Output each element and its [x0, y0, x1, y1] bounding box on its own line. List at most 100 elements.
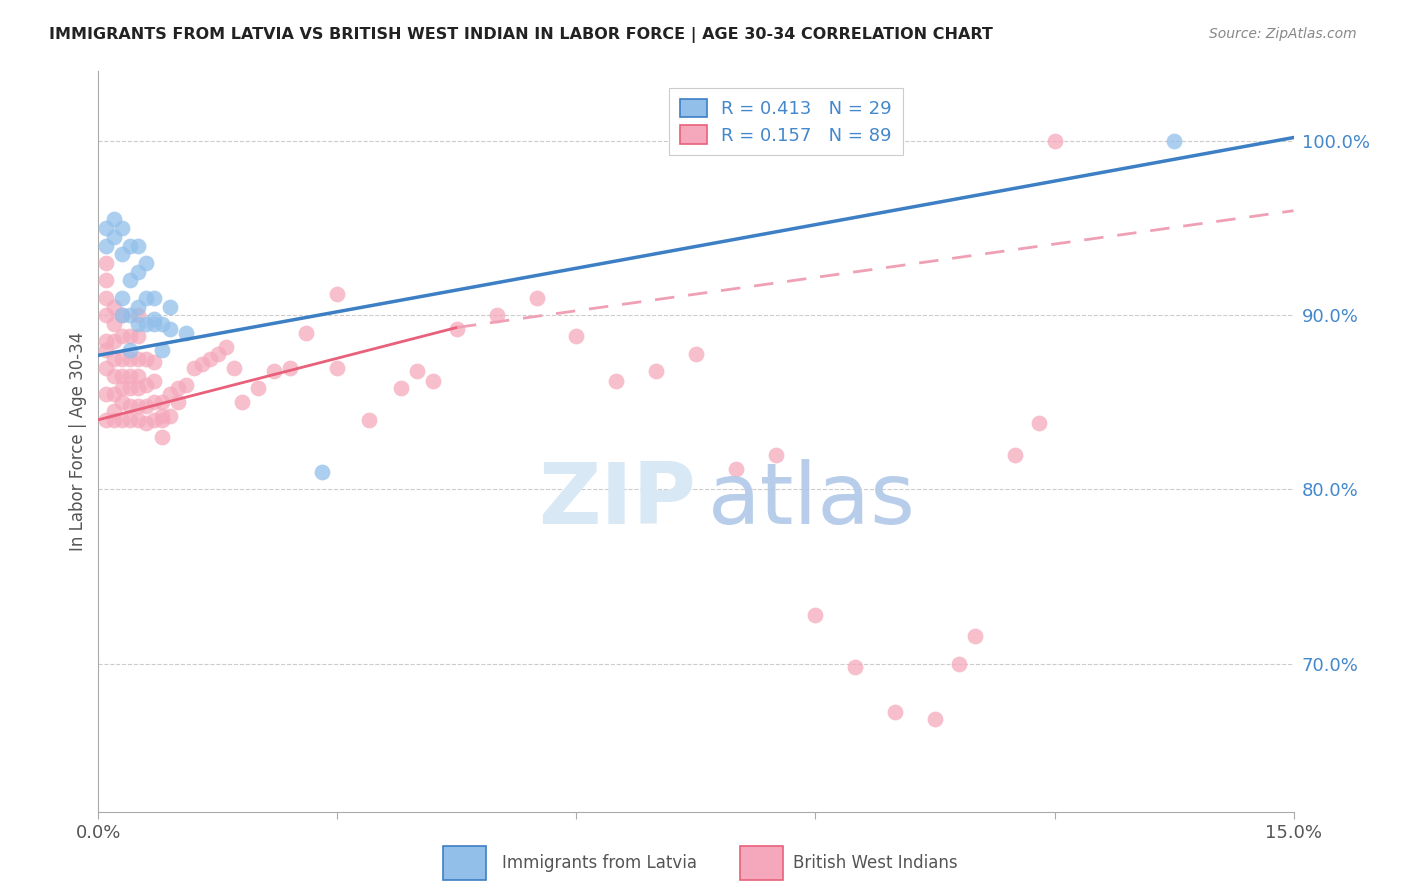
Point — [159, 409, 181, 424]
Point — [311, 465, 333, 479]
Point — [96, 343, 118, 357]
Point — [96, 360, 118, 375]
Point — [150, 430, 173, 444]
Point — [127, 300, 149, 314]
Point — [120, 399, 142, 413]
Point — [135, 378, 157, 392]
Point — [724, 461, 747, 475]
Point — [103, 300, 125, 314]
Point — [120, 308, 142, 322]
Point — [422, 375, 444, 389]
Point — [96, 221, 118, 235]
Point — [246, 381, 269, 395]
Point — [111, 308, 134, 322]
Point — [96, 334, 118, 349]
Point — [159, 322, 181, 336]
Point — [198, 351, 221, 366]
Bar — [740, 846, 783, 880]
Text: IMMIGRANTS FROM LATVIA VS BRITISH WEST INDIAN IN LABOR FORCE | AGE 30-34 CORRELA: IMMIGRANTS FROM LATVIA VS BRITISH WEST I… — [49, 27, 993, 43]
Point — [111, 329, 134, 343]
Point — [120, 329, 142, 343]
Point — [215, 340, 238, 354]
Point — [103, 351, 125, 366]
Point — [135, 416, 157, 430]
Bar — [443, 846, 486, 880]
Point — [127, 351, 149, 366]
Point — [111, 369, 134, 384]
Point — [96, 413, 118, 427]
Point — [143, 311, 166, 326]
Point — [1028, 416, 1050, 430]
Point — [135, 351, 157, 366]
Point — [143, 375, 166, 389]
Point — [183, 360, 205, 375]
Point — [103, 386, 125, 401]
Point — [884, 706, 907, 720]
Point — [167, 381, 190, 395]
Y-axis label: In Labor Force | Age 30-34: In Labor Force | Age 30-34 — [69, 332, 87, 551]
Point — [120, 369, 142, 384]
Point — [406, 364, 429, 378]
Text: atlas: atlas — [709, 459, 915, 542]
Point — [1163, 134, 1185, 148]
Point — [143, 395, 166, 409]
Point — [120, 238, 142, 252]
Point — [135, 399, 157, 413]
Point — [150, 395, 173, 409]
Point — [135, 256, 157, 270]
Point — [446, 322, 468, 336]
Point — [111, 291, 134, 305]
Point — [326, 360, 349, 375]
Point — [1043, 134, 1066, 148]
Point — [127, 238, 149, 252]
Point — [150, 343, 173, 357]
Point — [143, 355, 166, 369]
Point — [844, 660, 866, 674]
Point — [359, 413, 381, 427]
Point — [963, 629, 986, 643]
Point — [159, 300, 181, 314]
Point — [111, 413, 134, 427]
Point — [96, 238, 118, 252]
Point — [111, 308, 134, 322]
Point — [120, 343, 142, 357]
Point — [1004, 448, 1026, 462]
Point — [605, 375, 627, 389]
Point — [191, 357, 214, 371]
Point — [143, 291, 166, 305]
Point — [143, 413, 166, 427]
Point — [103, 413, 125, 427]
Point — [150, 317, 173, 331]
Point — [143, 317, 166, 331]
Point — [103, 369, 125, 384]
Point — [103, 230, 125, 244]
Point — [111, 351, 134, 366]
Point — [103, 334, 125, 349]
Point — [231, 395, 253, 409]
Point — [150, 409, 173, 424]
Point — [103, 317, 125, 331]
Text: ZIP: ZIP — [538, 459, 696, 542]
Point — [294, 326, 316, 340]
Point — [111, 247, 134, 261]
Point — [96, 256, 118, 270]
Text: Source: ZipAtlas.com: Source: ZipAtlas.com — [1209, 27, 1357, 41]
Point — [96, 386, 118, 401]
Point — [389, 381, 412, 395]
Point — [174, 326, 197, 340]
Point — [485, 308, 508, 322]
Text: Immigrants from Latvia: Immigrants from Latvia — [502, 854, 697, 872]
Point — [150, 413, 173, 427]
Point — [111, 395, 134, 409]
Point — [120, 273, 142, 287]
Point — [207, 346, 229, 360]
Point — [127, 329, 149, 343]
Point — [948, 657, 970, 671]
Point — [326, 287, 349, 301]
Point — [127, 317, 149, 331]
Point — [96, 291, 118, 305]
Point — [96, 308, 118, 322]
Point — [111, 221, 134, 235]
Point — [127, 399, 149, 413]
Text: British West Indians: British West Indians — [793, 854, 957, 872]
